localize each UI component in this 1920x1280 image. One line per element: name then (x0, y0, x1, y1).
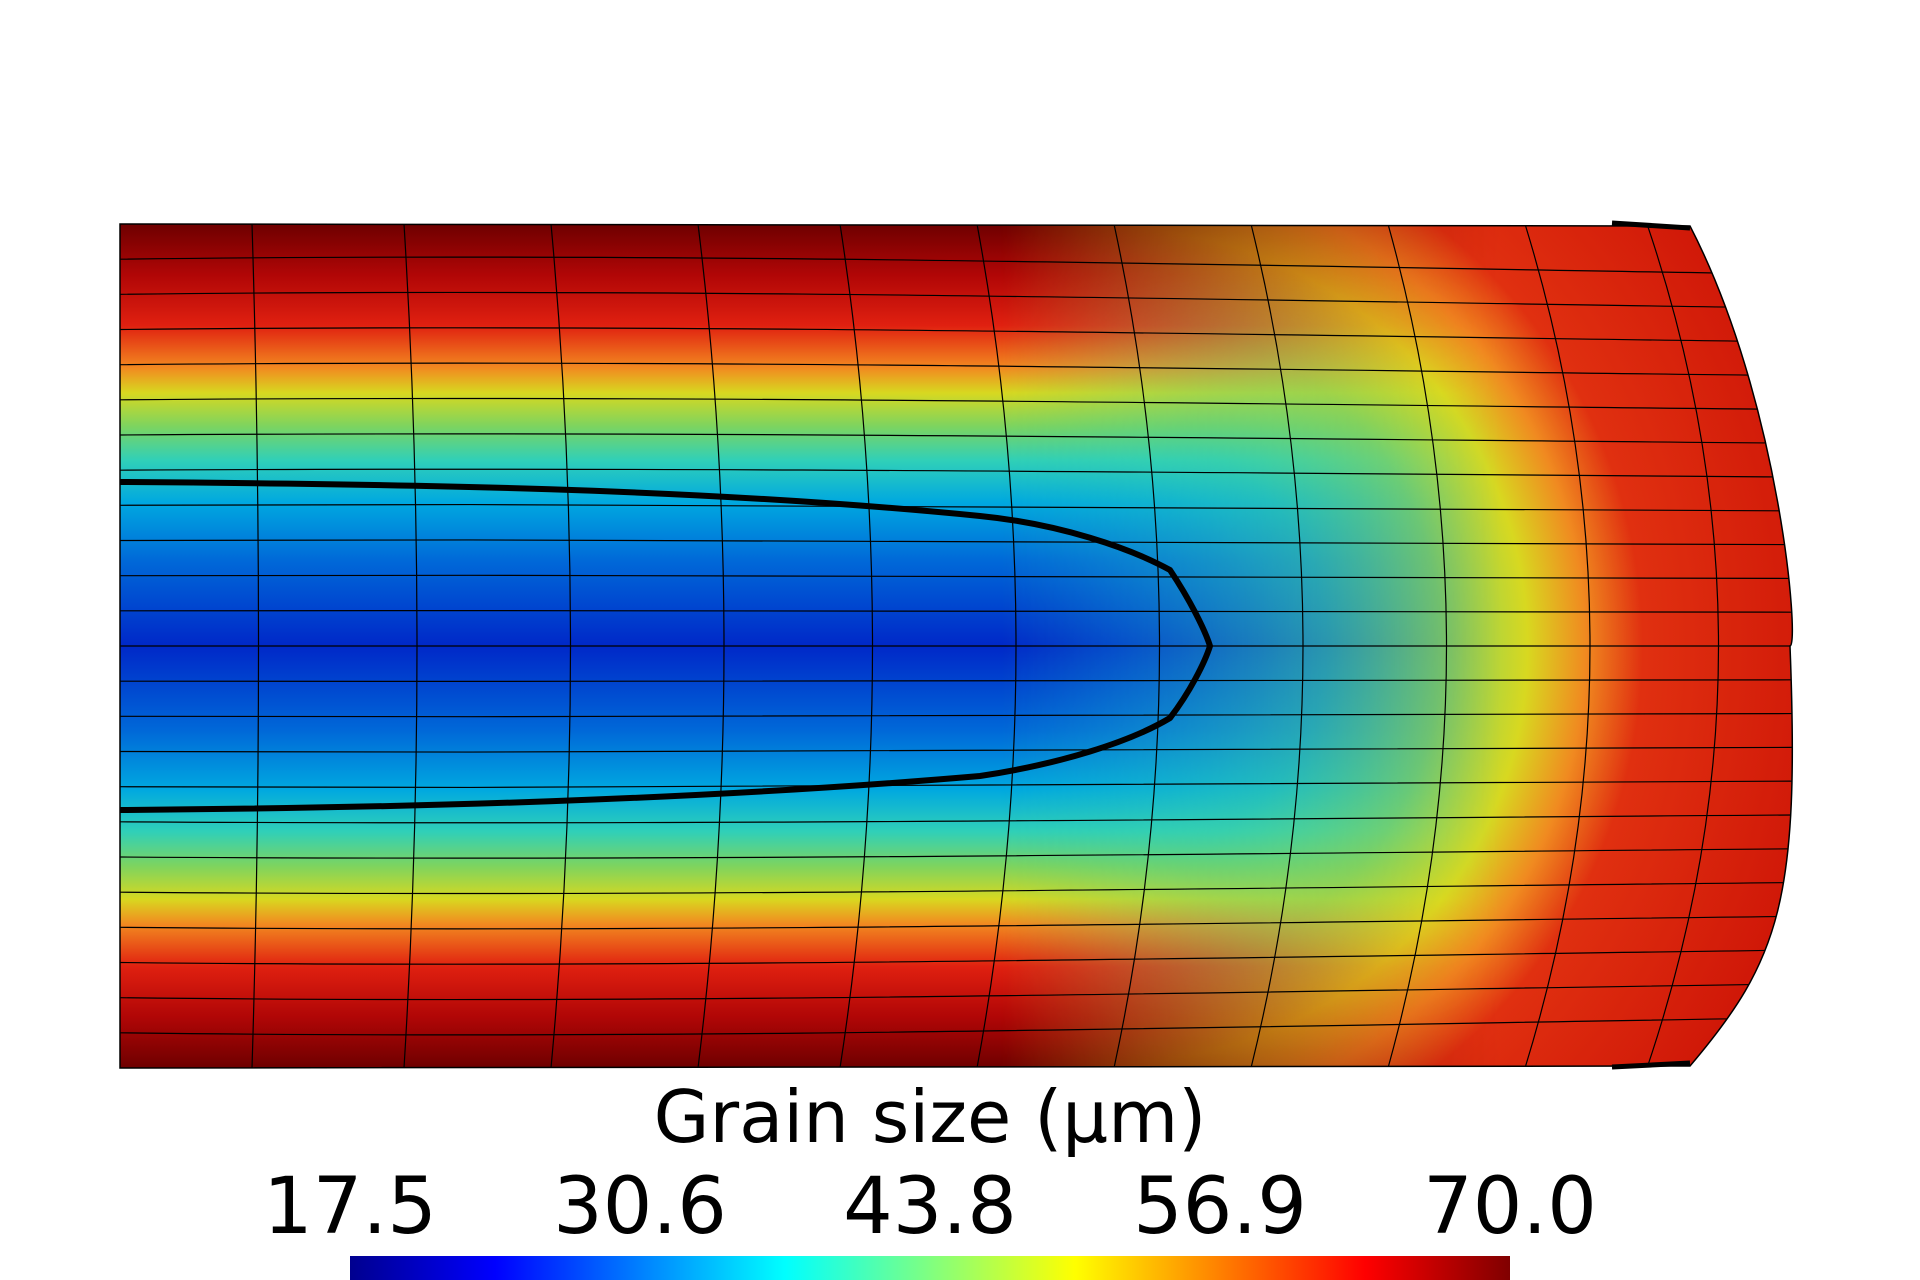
mesh-line (120, 327, 1793, 343)
mesh-line (120, 712, 1793, 718)
mesh-line (120, 362, 1793, 377)
mesh-line (120, 256, 1793, 276)
mesh-line (251, 224, 260, 1068)
mesh-line (550, 224, 572, 1068)
mesh-line (120, 610, 1793, 613)
mesh-line (1387, 224, 1448, 1068)
domain-outline (119, 223, 1794, 1069)
mesh-line (120, 848, 1793, 859)
legend-tick-label: 56.9 (1133, 1162, 1307, 1252)
legend-tick-label: 70.0 (1423, 1162, 1597, 1252)
mesh-line (1524, 224, 1591, 1068)
mesh-line (697, 224, 725, 1068)
mesh-line (839, 224, 874, 1068)
mesh-line (120, 949, 1793, 965)
mesh-line (120, 433, 1793, 444)
legend-tick-label: 17.5 (263, 1162, 437, 1252)
legend-title: Grain size (μm) (653, 1075, 1207, 1159)
colorbar-gradient (350, 1256, 1510, 1280)
mesh-line (120, 1016, 1793, 1036)
mesh-line (120, 881, 1793, 895)
colorbar (350, 1256, 1510, 1280)
legend-tick-label: 30.6 (553, 1162, 727, 1252)
mesh-vertical-lines (251, 224, 1720, 1068)
mesh-line (1113, 224, 1161, 1068)
legend-tick-label: 43.8 (843, 1162, 1017, 1252)
corner-mark-top (1611, 220, 1691, 231)
mesh-line (120, 915, 1793, 930)
contour-line (119, 479, 1213, 813)
domain-field (120, 224, 1793, 1068)
mesh-line (1250, 224, 1304, 1068)
mesh-line (403, 224, 418, 1068)
mesh-line (120, 291, 1793, 309)
mesh-line (120, 574, 1793, 580)
mesh-line (976, 224, 1017, 1068)
corner-mark-bottom (1611, 1060, 1691, 1070)
mesh-line (1646, 224, 1720, 1068)
mesh-line (120, 397, 1793, 411)
mesh-line (120, 679, 1793, 682)
mesh-line (120, 983, 1793, 1001)
